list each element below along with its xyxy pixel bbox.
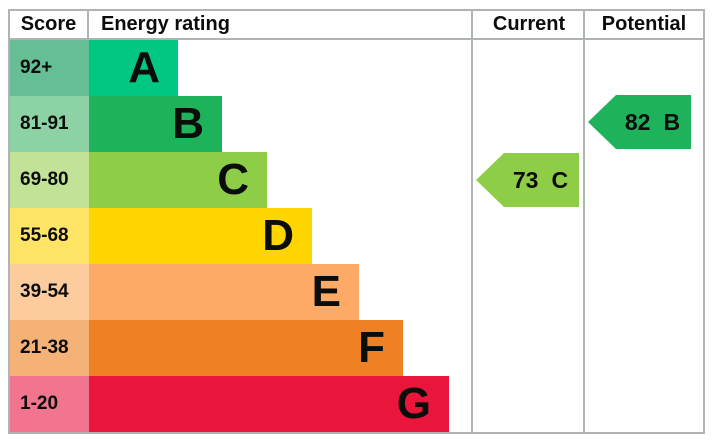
potential-band-letter: B — [663, 108, 681, 135]
epc-table: Score Energy rating Current Potential 92… — [8, 9, 705, 434]
score-range: 39-54 — [10, 264, 89, 320]
table-header: Score Energy rating Current Potential — [10, 11, 703, 40]
band-bar-b: B — [89, 96, 222, 152]
band-bar-f: F — [89, 320, 403, 376]
band-letter: G — [396, 379, 431, 428]
column-divider-potential — [583, 11, 585, 432]
current-rating-arrow: 73 C — [476, 153, 579, 207]
band-row-d: 55-68 D — [10, 208, 703, 264]
band-letter: C — [217, 155, 249, 204]
score-range: 81-91 — [10, 96, 89, 152]
current-band-letter: C — [551, 166, 569, 193]
band-letter: E — [311, 267, 341, 316]
band-letter: D — [262, 211, 294, 260]
header-current: Current — [492, 13, 566, 35]
potential-rating-arrow: 82 B — [588, 95, 691, 149]
band-row-a: 92+ A — [10, 40, 703, 96]
score-range: 1-20 — [10, 376, 89, 432]
band-letter: A — [128, 43, 160, 92]
score-range: 92+ — [10, 40, 89, 96]
current-score-value: 73 — [512, 166, 539, 193]
band-rows: 92+ A 81-91 B 69-80 C 55-68 D 39-54 E 21… — [10, 40, 703, 432]
band-letter: F — [358, 323, 385, 372]
score-range: 21-38 — [10, 320, 89, 376]
band-row-c: 69-80 C — [10, 152, 703, 208]
band-letter: B — [172, 99, 204, 148]
band-bar-d: D — [89, 208, 312, 264]
header-score: Score — [10, 11, 89, 38]
band-bar-e: E — [89, 264, 359, 320]
potential-score-value: 82 — [624, 108, 651, 135]
band-row-f: 21-38 F — [10, 320, 703, 376]
header-energy-rating: Energy rating — [101, 13, 230, 35]
band-row-e: 39-54 E — [10, 264, 703, 320]
header-potential: Potential — [601, 13, 687, 35]
score-range: 55-68 — [10, 208, 89, 264]
band-bar-g: G — [89, 376, 449, 432]
band-row-b: 81-91 B — [10, 96, 703, 152]
column-divider-current — [471, 11, 473, 432]
score-range: 69-80 — [10, 152, 89, 208]
band-row-g: 1-20 G — [10, 376, 703, 432]
band-bar-a: A — [89, 40, 178, 96]
band-bar-c: C — [89, 152, 267, 208]
